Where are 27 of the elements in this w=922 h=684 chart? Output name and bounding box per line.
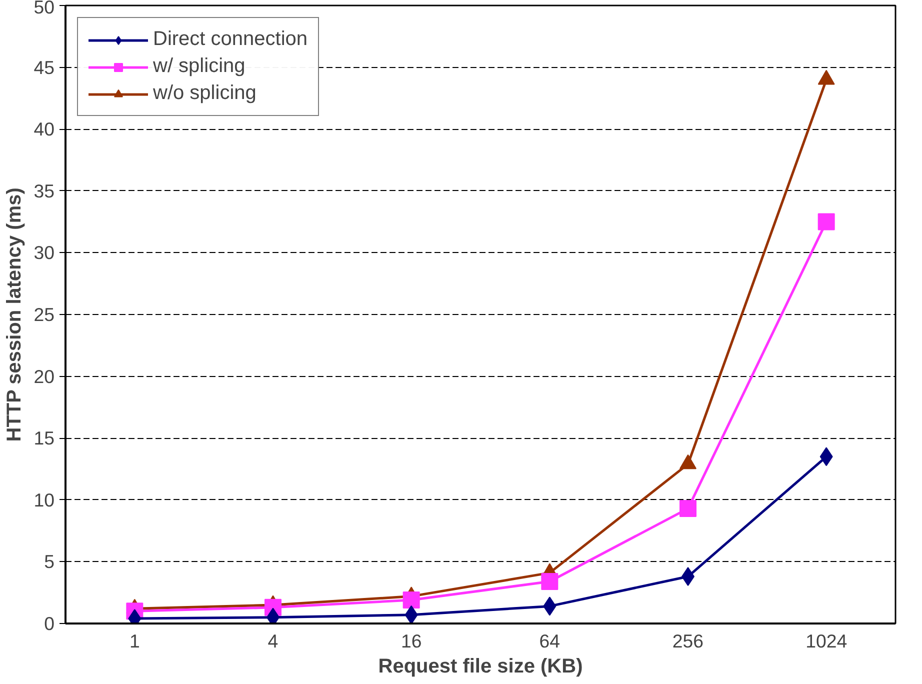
y-tick-label: 5 <box>44 551 55 572</box>
legend-label: w/o splicing <box>153 82 256 105</box>
x-tick-label: 64 <box>539 630 560 652</box>
y-tick-label: 20 <box>34 366 55 387</box>
y-tick-label: 40 <box>34 118 55 140</box>
point <box>818 70 835 85</box>
y-tick-label: 35 <box>34 180 55 202</box>
x-tick-label: 1 <box>129 630 140 652</box>
y-tick-label: 45 <box>34 56 55 78</box>
legend-label: w/ splicing <box>153 55 246 78</box>
x-axis-title: Request file size (KB) <box>378 656 583 678</box>
y-tick-label: 10 <box>34 489 55 510</box>
point <box>541 572 558 590</box>
x-tick-label: 1024 <box>806 630 848 652</box>
point <box>680 500 696 518</box>
y-tick-label: 15 <box>34 428 55 449</box>
legend-label: Direct connection <box>153 28 308 51</box>
y-tick-label: 25 <box>34 304 55 325</box>
x-tick-label: 256 <box>672 630 704 652</box>
y-tick-label: 50 <box>34 0 55 18</box>
y-axis-title: HTTP session latency (ms) <box>4 188 26 442</box>
point <box>404 605 418 624</box>
point <box>818 213 835 230</box>
x-tick-label: 4 <box>268 630 278 652</box>
y-tick-label: 0 <box>44 613 55 634</box>
y-tick-label: 30 <box>34 242 55 264</box>
x-tick-label: 16 <box>400 630 422 652</box>
